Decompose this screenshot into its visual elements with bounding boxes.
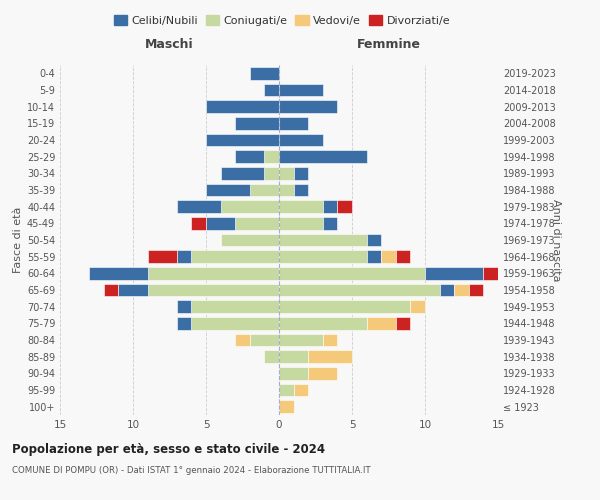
Bar <box>279 367 308 380</box>
Bar <box>279 217 323 230</box>
Bar <box>279 100 337 113</box>
Bar <box>235 117 279 130</box>
Bar <box>177 200 221 213</box>
Bar <box>396 250 410 263</box>
Bar <box>221 167 265 179</box>
Bar <box>177 317 191 330</box>
Bar <box>308 367 337 380</box>
Bar <box>279 134 323 146</box>
Bar <box>250 334 279 346</box>
Y-axis label: Fasce di età: Fasce di età <box>13 207 23 273</box>
Bar <box>206 100 279 113</box>
Bar <box>265 167 279 179</box>
Bar <box>89 267 148 280</box>
Bar <box>206 217 235 230</box>
Bar <box>279 117 308 130</box>
Bar <box>250 184 279 196</box>
Bar <box>279 250 367 263</box>
Bar <box>279 200 323 213</box>
Bar <box>191 250 279 263</box>
Legend: Celibi/Nubili, Coniugati/e, Vedovi/e, Divorziati/e: Celibi/Nubili, Coniugati/e, Vedovi/e, Di… <box>109 10 455 30</box>
Bar <box>191 217 206 230</box>
Bar <box>279 400 293 413</box>
Text: Maschi: Maschi <box>145 38 194 51</box>
Bar <box>469 284 484 296</box>
Bar <box>454 284 469 296</box>
Bar <box>177 250 191 263</box>
Bar <box>337 200 352 213</box>
Bar <box>279 150 367 163</box>
Bar <box>191 300 279 313</box>
Bar <box>235 334 250 346</box>
Bar <box>221 234 279 246</box>
Bar <box>250 67 279 80</box>
Bar <box>440 284 454 296</box>
Bar <box>221 200 279 213</box>
Bar <box>265 84 279 96</box>
Bar <box>235 217 279 230</box>
Bar <box>323 217 337 230</box>
Bar <box>206 184 250 196</box>
Bar <box>279 267 425 280</box>
Bar <box>279 350 308 363</box>
Text: Femmine: Femmine <box>356 38 421 51</box>
Bar <box>308 350 352 363</box>
Bar <box>279 317 367 330</box>
Bar <box>323 334 337 346</box>
Bar <box>206 134 279 146</box>
Text: Popolazione per età, sesso e stato civile - 2024: Popolazione per età, sesso e stato civil… <box>12 442 325 456</box>
Bar <box>265 150 279 163</box>
Bar <box>148 267 279 280</box>
Bar <box>293 384 308 396</box>
Bar <box>104 284 118 296</box>
Bar <box>279 284 440 296</box>
Bar <box>235 150 265 163</box>
Bar <box>148 250 177 263</box>
Bar <box>279 84 323 96</box>
Bar <box>265 350 279 363</box>
Bar <box>293 167 308 179</box>
Bar <box>279 184 293 196</box>
Bar <box>279 300 410 313</box>
Bar <box>279 234 367 246</box>
Bar <box>118 284 148 296</box>
Bar <box>177 300 191 313</box>
Bar <box>367 234 381 246</box>
Bar <box>191 317 279 330</box>
Bar <box>323 200 337 213</box>
Bar <box>396 317 410 330</box>
Bar <box>279 167 293 179</box>
Bar <box>410 300 425 313</box>
Bar <box>381 250 396 263</box>
Bar <box>148 284 279 296</box>
Text: COMUNE DI POMPU (OR) - Dati ISTAT 1° gennaio 2024 - Elaborazione TUTTITALIA.IT: COMUNE DI POMPU (OR) - Dati ISTAT 1° gen… <box>12 466 371 475</box>
Bar <box>425 267 484 280</box>
Bar <box>367 317 396 330</box>
Bar <box>279 334 323 346</box>
Bar <box>293 184 308 196</box>
Bar <box>279 384 293 396</box>
Y-axis label: Anni di nascita: Anni di nascita <box>551 198 561 281</box>
Bar <box>484 267 512 280</box>
Bar <box>367 250 381 263</box>
